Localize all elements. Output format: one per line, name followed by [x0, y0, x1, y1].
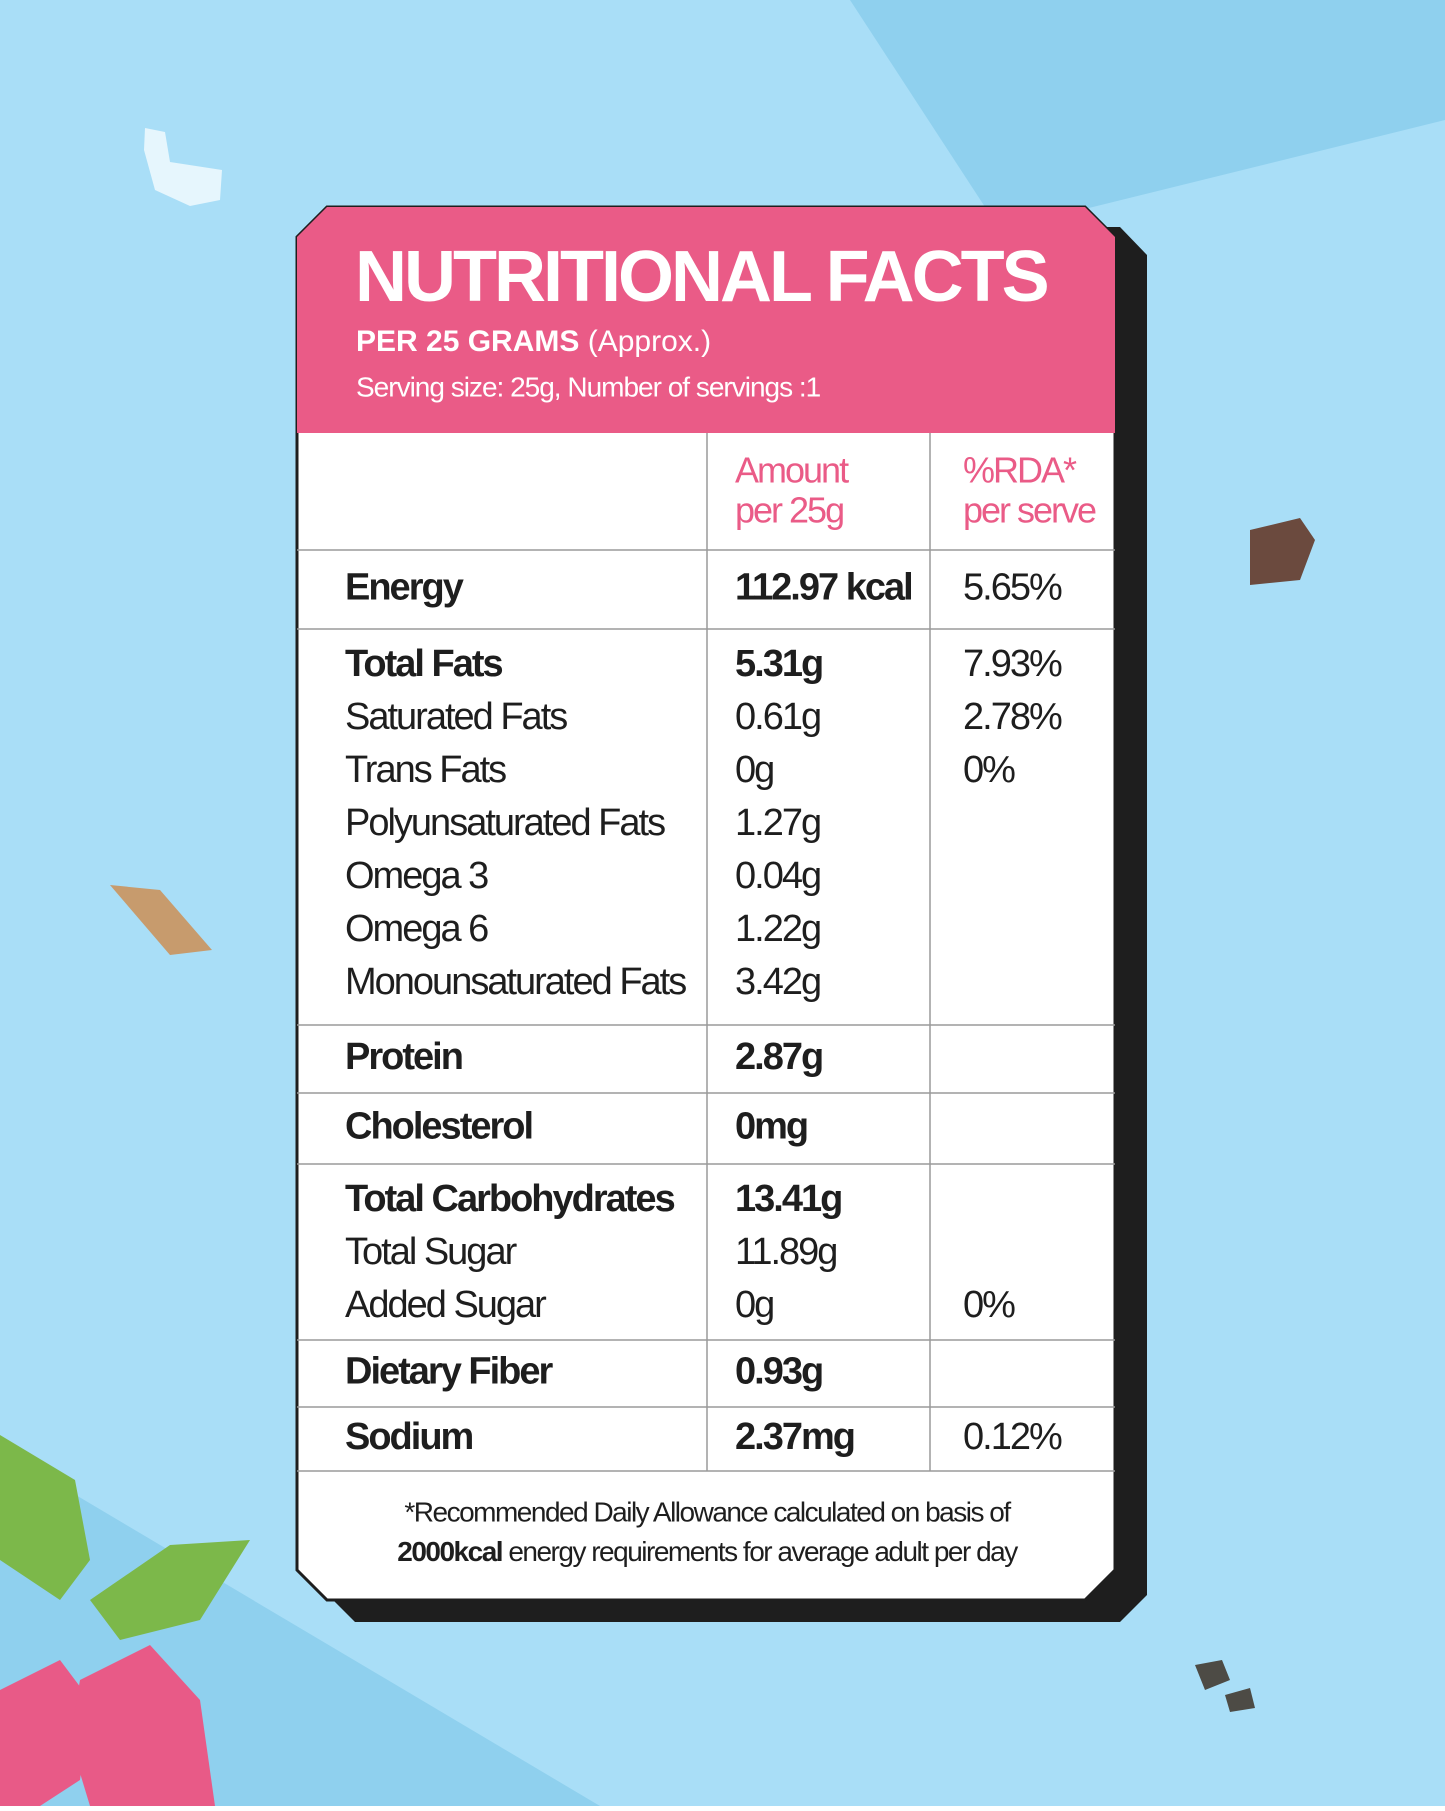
almond	[110, 885, 212, 955]
leaf	[0, 1435, 90, 1600]
nutrient-name: Total Carbohydrates	[345, 1178, 675, 1220]
nutrient-name: Energy	[345, 567, 464, 609]
berry	[70, 1645, 215, 1806]
leaf	[90, 1540, 250, 1640]
nutrient-amount: 0.61g	[735, 696, 820, 738]
nutrient-name: Dietary Fiber	[345, 1351, 554, 1393]
nutrient-name: Omega 6	[345, 908, 488, 950]
nutrient-amount: 112.97 kcal	[735, 567, 912, 609]
seed	[1195, 1660, 1230, 1690]
nutrient-amount: 0mg	[735, 1106, 807, 1148]
nutrient-amount: 0g	[735, 749, 773, 791]
nutrient-name: Monounsaturated Fats	[345, 961, 686, 1003]
nutrient-amount: 0g	[735, 1284, 773, 1326]
column-header: Amount	[735, 450, 849, 491]
nutrient-rda: 7.93%	[963, 643, 1062, 685]
nutrient-name: Trans Fats	[345, 749, 506, 791]
footnote: 2000kcal energy requirements for average…	[397, 1536, 1018, 1567]
nutrient-name: Protein	[345, 1036, 462, 1078]
nutrient-rda: 2.78%	[963, 696, 1062, 738]
nutrient-amount: 3.42g	[735, 961, 820, 1003]
nutrient-name: Saturated Fats	[345, 696, 567, 738]
berry	[0, 1660, 90, 1806]
nutrient-amount: 1.22g	[735, 908, 820, 950]
streak	[850, 0, 1445, 230]
nutrient-name: Sodium	[345, 1416, 473, 1458]
footnote-bold: 2000kcal	[397, 1536, 502, 1567]
nutrient-amount: 2.87g	[735, 1036, 822, 1078]
subtitle: PER 25 GRAMS (Approx.)	[356, 325, 711, 358]
seed	[1225, 1688, 1255, 1712]
column-header: per serve	[963, 490, 1096, 531]
ice	[144, 128, 222, 206]
serving: Serving size: 25g, Number of servings :1	[356, 371, 821, 402]
nutrient-amount: 1.27g	[735, 802, 820, 844]
nutrient-amount: 13.41g	[735, 1178, 841, 1220]
nutrient-rda: 0.12%	[963, 1416, 1062, 1458]
footnote: *Recommended Daily Allowance calculated …	[404, 1496, 1011, 1527]
nutrient-amount: 2.37mg	[735, 1416, 854, 1458]
card-header	[297, 207, 1115, 433]
subtitle-bold: PER 25 GRAMS	[356, 325, 579, 358]
nutrient-amount: 5.31g	[735, 643, 822, 685]
subtitle-note: (Approx.)	[588, 325, 711, 358]
title: NUTRITIONAL FACTS	[355, 237, 1048, 317]
nutrient-amount: 0.93g	[735, 1351, 822, 1393]
nutrient-rda: 5.65%	[963, 567, 1062, 609]
nutrient-rda: 0%	[963, 749, 1015, 791]
nutrient-name: Total Fats	[345, 643, 503, 685]
nutrient-name: Cholesterol	[345, 1106, 532, 1148]
column-header: %RDA*	[963, 450, 1077, 491]
footnote-rest: energy requirements for average adult pe…	[502, 1536, 1018, 1567]
nutrient-amount: 11.89g	[735, 1231, 836, 1273]
nutrient-name: Added Sugar	[345, 1284, 547, 1326]
nutrient-name: Total Sugar	[345, 1231, 518, 1273]
nutrient-amount: 0.04g	[735, 855, 820, 897]
nutrient-name: Omega 3	[345, 855, 488, 897]
nutrient-rda: 0%	[963, 1284, 1015, 1326]
column-header: per 25g	[735, 490, 843, 531]
nutrient-name: Polyunsaturated Fats	[345, 802, 665, 844]
nut	[1250, 518, 1315, 585]
